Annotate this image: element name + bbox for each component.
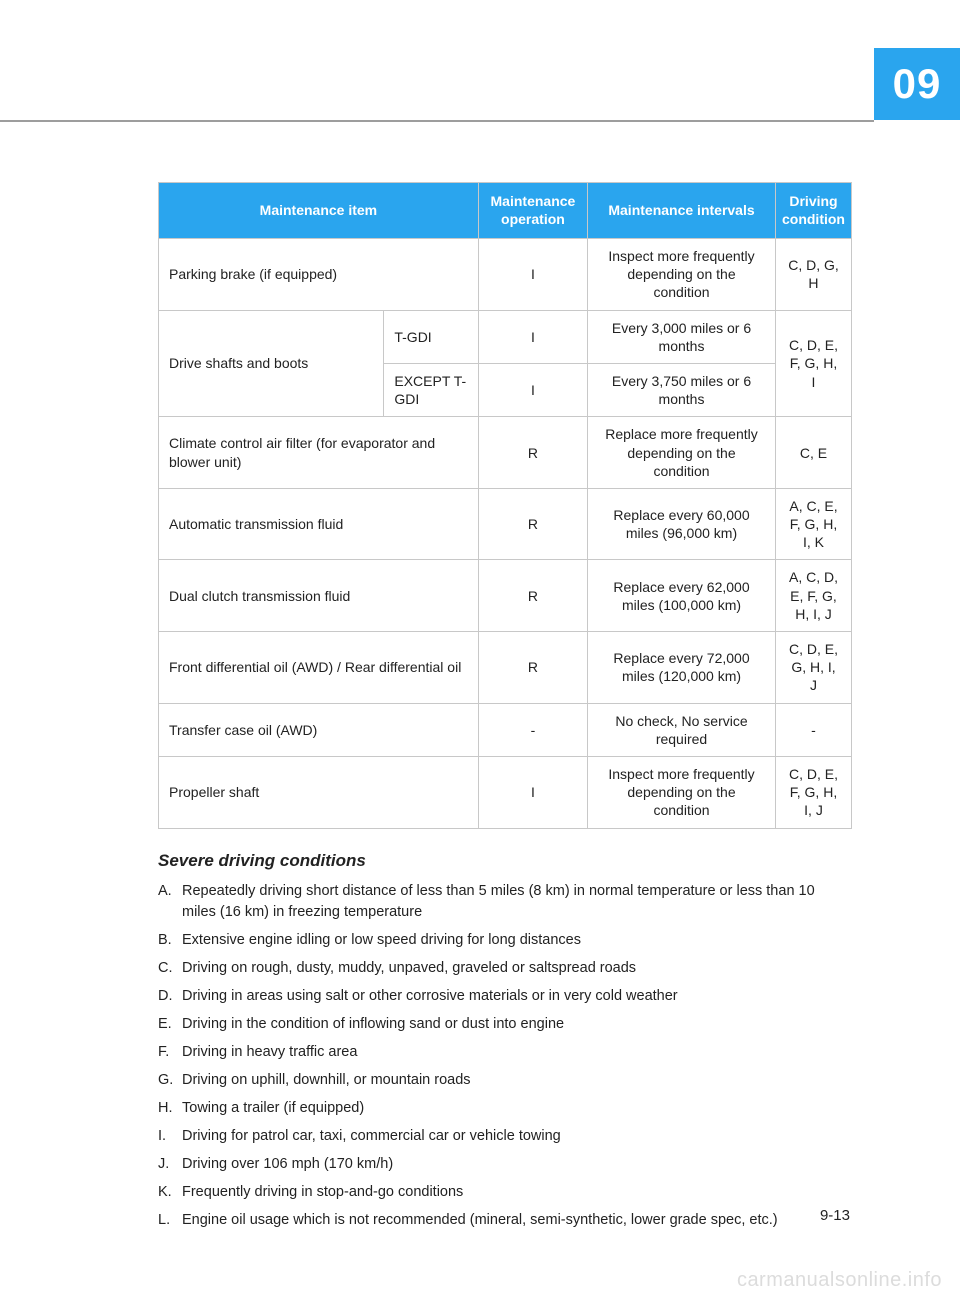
list-marker: B. <box>158 930 182 951</box>
cell-interval: No check, No service required <box>588 703 776 756</box>
list-marker: A. <box>158 881 182 923</box>
table-row: Parking brake (if equipped) I Inspect mo… <box>159 239 852 311</box>
page: 09 Maintenance item Maintenance operatio… <box>0 0 960 1302</box>
conditions-list: A.Repeatedly driving short distance of l… <box>158 881 852 1231</box>
th-item: Maintenance item <box>159 183 479 239</box>
cell-cond: C, D, G, H <box>775 239 851 311</box>
cell-item: Propeller shaft <box>159 756 479 828</box>
list-item: A.Repeatedly driving short distance of l… <box>158 881 852 923</box>
list-text: Driving in heavy traffic area <box>182 1042 852 1063</box>
table-row: Climate control air filter (for evaporat… <box>159 417 852 489</box>
cell-op: I <box>478 310 587 363</box>
list-item: J.Driving over 106 mph (170 km/h) <box>158 1154 852 1175</box>
list-item: G.Driving on uphill, downhill, or mounta… <box>158 1070 852 1091</box>
cell-op: I <box>478 756 587 828</box>
cell-cond: C, D, E, F, G, H, I, J <box>775 756 851 828</box>
cell-subitem: EXCEPT T-GDI <box>384 363 478 416</box>
table-row: Transfer case oil (AWD) - No check, No s… <box>159 703 852 756</box>
cell-cond: C, E <box>775 417 851 489</box>
cell-interval: Inspect more frequently depending on the… <box>588 756 776 828</box>
table-row: Automatic transmission fluid R Replace e… <box>159 488 852 560</box>
th-intervals: Maintenance intervals <box>588 183 776 239</box>
content-area: Maintenance item Maintenance operation M… <box>158 182 852 1238</box>
cell-op: R <box>478 417 587 489</box>
list-text: Driving over 106 mph (170 km/h) <box>182 1154 852 1175</box>
list-marker: E. <box>158 1014 182 1035</box>
cell-op: I <box>478 239 587 311</box>
cell-interval: Replace every 72,000 miles (120,000 km) <box>588 632 776 704</box>
list-text: Repeatedly driving short distance of les… <box>182 881 852 923</box>
cell-item: Automatic transmission fluid <box>159 488 479 560</box>
list-item: K.Frequently driving in stop-and-go cond… <box>158 1182 852 1203</box>
list-item: B.Extensive engine idling or low speed d… <box>158 930 852 951</box>
list-text: Frequently driving in stop-and-go condit… <box>182 1182 852 1203</box>
list-text: Driving in the condition of inflowing sa… <box>182 1014 852 1035</box>
header-rule <box>0 120 874 122</box>
cell-interval: Replace every 62,000 miles (100,000 km) <box>588 560 776 632</box>
cell-cond: - <box>775 703 851 756</box>
list-marker: D. <box>158 986 182 1007</box>
cell-op: I <box>478 363 587 416</box>
watermark: carmanualsonline.info <box>737 1269 942 1292</box>
list-item: H.Towing a trailer (if equipped) <box>158 1098 852 1119</box>
cell-subitem: T-GDI <box>384 310 478 363</box>
list-item: E.Driving in the condition of inflowing … <box>158 1014 852 1035</box>
list-marker: K. <box>158 1182 182 1203</box>
th-operation: Maintenance operation <box>478 183 587 239</box>
list-item: F.Driving in heavy traffic area <box>158 1042 852 1063</box>
list-text: Driving on rough, dusty, muddy, unpaved,… <box>182 958 852 979</box>
table-row: Front differential oil (AWD) / Rear diff… <box>159 632 852 704</box>
cell-interval: Every 3,750 miles or 6 months <box>588 363 776 416</box>
cell-op: R <box>478 488 587 560</box>
list-text: Driving in areas using salt or other cor… <box>182 986 852 1007</box>
cell-cond: A, C, D, E, F, G, H, I, J <box>775 560 851 632</box>
maintenance-table: Maintenance item Maintenance operation M… <box>158 182 852 829</box>
cell-item: Drive shafts and boots <box>159 310 384 417</box>
cell-item: Climate control air filter (for evaporat… <box>159 417 479 489</box>
cell-op: R <box>478 632 587 704</box>
list-item: I.Driving for patrol car, taxi, commerci… <box>158 1126 852 1147</box>
list-marker: J. <box>158 1154 182 1175</box>
cell-interval: Replace more frequently depending on the… <box>588 417 776 489</box>
list-item: L.Engine oil usage which is not recommen… <box>158 1210 852 1231</box>
cell-interval: Every 3,000 miles or 6 months <box>588 310 776 363</box>
cell-interval: Replace every 60,000 miles (96,000 km) <box>588 488 776 560</box>
list-text: Driving on uphill, downhill, or mountain… <box>182 1070 852 1091</box>
list-item: C.Driving on rough, dusty, muddy, unpave… <box>158 958 852 979</box>
list-text: Extensive engine idling or low speed dri… <box>182 930 852 951</box>
table-row: Drive shafts and boots T-GDI I Every 3,0… <box>159 310 852 363</box>
table-row: Propeller shaft I Inspect more frequentl… <box>159 756 852 828</box>
cell-cond: C, D, E, F, G, H, I <box>775 310 851 417</box>
list-marker: G. <box>158 1070 182 1091</box>
cell-cond: C, D, E, G, H, I, J <box>775 632 851 704</box>
list-marker: L. <box>158 1210 182 1231</box>
conditions-title: Severe driving conditions <box>158 851 852 871</box>
list-item: D.Driving in areas using salt or other c… <box>158 986 852 1007</box>
cell-item: Transfer case oil (AWD) <box>159 703 479 756</box>
table-header-row: Maintenance item Maintenance operation M… <box>159 183 852 239</box>
cell-op: - <box>478 703 587 756</box>
cell-item: Dual clutch transmission fluid <box>159 560 479 632</box>
list-marker: F. <box>158 1042 182 1063</box>
chapter-badge: 09 <box>874 48 960 120</box>
list-marker: I. <box>158 1126 182 1147</box>
cell-item: Front differential oil (AWD) / Rear diff… <box>159 632 479 704</box>
list-marker: H. <box>158 1098 182 1119</box>
list-marker: C. <box>158 958 182 979</box>
table-row: Dual clutch transmission fluid R Replace… <box>159 560 852 632</box>
th-condition: Driving condition <box>775 183 851 239</box>
list-text: Towing a trailer (if equipped) <box>182 1098 852 1119</box>
cell-op: R <box>478 560 587 632</box>
page-number: 9-13 <box>820 1207 850 1224</box>
cell-item: Parking brake (if equipped) <box>159 239 479 311</box>
cell-cond: A, C, E, F, G, H, I, K <box>775 488 851 560</box>
list-text: Driving for patrol car, taxi, commercial… <box>182 1126 852 1147</box>
list-text: Engine oil usage which is not recommende… <box>182 1210 852 1231</box>
cell-interval: Inspect more frequently depending on the… <box>588 239 776 311</box>
